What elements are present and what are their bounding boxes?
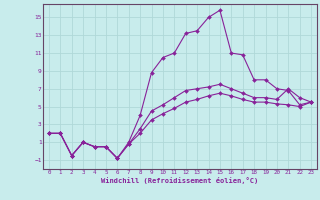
X-axis label: Windchill (Refroidissement éolien,°C): Windchill (Refroidissement éolien,°C) bbox=[101, 177, 259, 184]
